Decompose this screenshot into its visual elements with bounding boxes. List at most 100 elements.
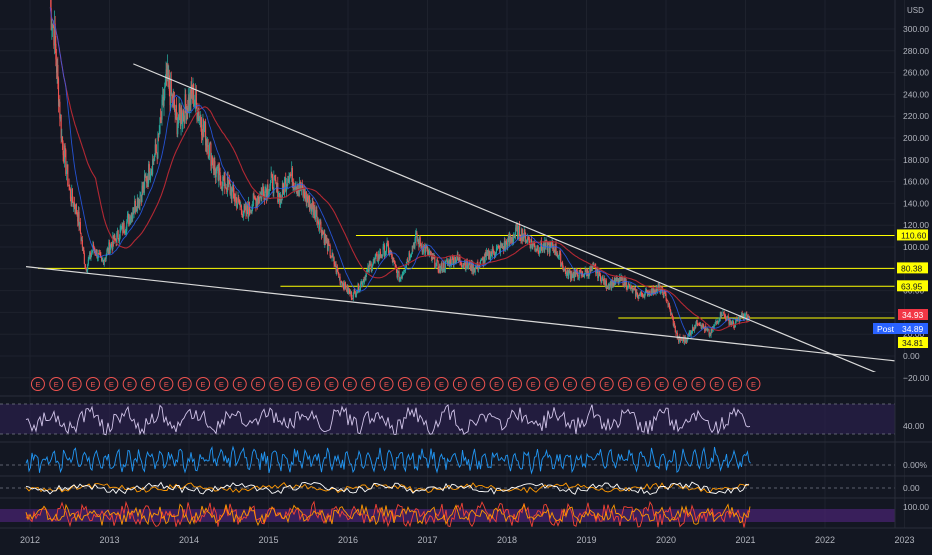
price-pane[interactable] [25,0,901,378]
earnings-marker[interactable] [507,377,522,391]
earnings-marker[interactable] [636,377,651,391]
earnings-marker[interactable] [526,377,541,391]
earnings-marker[interactable] [673,377,688,391]
year-label[interactable]: 2015 [258,535,278,545]
earnings-marker[interactable] [177,377,192,391]
earnings-marker[interactable] [728,377,743,391]
earnings-marker[interactable] [691,377,706,391]
price-label[interactable]: 120.00 [903,220,929,230]
earnings-marker[interactable] [30,377,45,391]
earnings-marker[interactable] [342,377,357,391]
earnings-marker[interactable] [489,377,504,391]
price-label[interactable]: 100.00 [903,242,929,252]
candle-body [411,245,413,254]
earnings-marker[interactable] [232,377,247,391]
earnings-marker[interactable] [471,377,486,391]
candle-body [314,207,316,219]
earnings-marker[interactable] [562,377,577,391]
price-label[interactable]: 200.00 [903,133,929,143]
earnings-marker[interactable] [416,377,431,391]
earnings-marker[interactable] [251,377,266,391]
price-label[interactable]: 160.00 [903,177,929,187]
price-label[interactable]: 0.00 [903,351,920,361]
candle-body [676,332,678,339]
earnings-marker[interactable] [214,377,229,391]
earnings-marker[interactable] [599,377,614,391]
candle-body [725,315,727,320]
earnings-marker[interactable] [654,377,669,391]
year-label[interactable]: 2019 [576,535,596,545]
year-label[interactable]: 2022 [815,535,835,545]
candle-body [356,292,358,295]
year-label[interactable]: 2014 [179,535,199,545]
price-label[interactable]: 300.00 [903,24,929,34]
earnings-marker[interactable] [122,377,137,391]
earnings-marker[interactable] [709,377,724,391]
earnings-marker[interactable] [361,377,376,391]
candle-body [428,251,430,254]
earnings-marker[interactable] [379,377,394,391]
candle-body [305,191,307,201]
earnings-marker[interactable] [746,377,761,391]
earnings-marker[interactable] [581,377,596,391]
price-label[interactable]: 20.00 [903,329,925,339]
earnings-marker[interactable] [269,377,284,391]
trend-line-lower[interactable] [25,266,901,362]
earnings-marker[interactable] [85,377,100,391]
earnings-marker[interactable] [397,377,412,391]
earnings-marker[interactable] [196,377,211,391]
rsi-band [0,404,895,434]
trend-line-upper[interactable] [133,63,888,378]
year-label[interactable]: 2021 [735,535,755,545]
price-label[interactable]: 240.00 [903,89,929,99]
candle-body [241,210,243,218]
candle-body [275,183,278,189]
year-label[interactable]: 2018 [497,535,517,545]
earnings-marker[interactable] [434,377,449,391]
earnings-marker[interactable] [104,377,119,391]
earnings-marker[interactable] [287,377,302,391]
price-label[interactable]: 140.00 [903,198,929,208]
candle-body [422,251,424,253]
year-label[interactable]: 2020 [656,535,676,545]
earnings-marker[interactable] [67,377,82,391]
year-label[interactable]: 2012 [20,535,40,545]
earnings-marker[interactable] [49,377,64,391]
candle-body [416,232,418,242]
time-axis[interactable]: 2012 2013 2014 2015 2016 2017 2018 2019 2020 2021… [20,535,915,545]
earnings-marker[interactable] [324,377,339,391]
earnings-marker[interactable] [306,377,321,391]
moving-average-slow[interactable] [49,7,750,331]
price-label[interactable]: 220.00 [903,111,929,121]
year-label[interactable]: 2023 [894,535,914,545]
price-label[interactable]: 180.00 [903,155,929,165]
candle-body [401,277,403,279]
candle-body [569,271,571,274]
earnings-marker-label: E [457,380,462,389]
candle-body [660,288,662,292]
year-label[interactable]: 2013 [99,535,119,545]
earnings-marker[interactable] [544,377,559,391]
candle-body [279,192,281,205]
price-label[interactable]: 280.00 [903,46,929,56]
candle-body [558,252,560,256]
earnings-marker[interactable] [141,377,156,391]
candle-body [621,276,623,280]
candle-body [718,319,720,322]
year-label[interactable]: 2017 [417,535,437,545]
moving-average-fast[interactable] [49,7,750,338]
price-label[interactable]: −20.00 [903,373,930,383]
candle-body [55,43,57,60]
candle-body [317,219,319,224]
year-label[interactable]: 2016 [338,535,358,545]
price-label[interactable]: 260.00 [903,68,929,78]
candle-body [583,276,585,278]
earnings-marker[interactable] [159,377,174,391]
price-axis[interactable]: USD 300.00 280.00 260.00 240.00 220.00 200.00… [897,6,930,512]
earnings-marker[interactable] [452,377,467,391]
earnings-marker[interactable] [618,377,633,391]
